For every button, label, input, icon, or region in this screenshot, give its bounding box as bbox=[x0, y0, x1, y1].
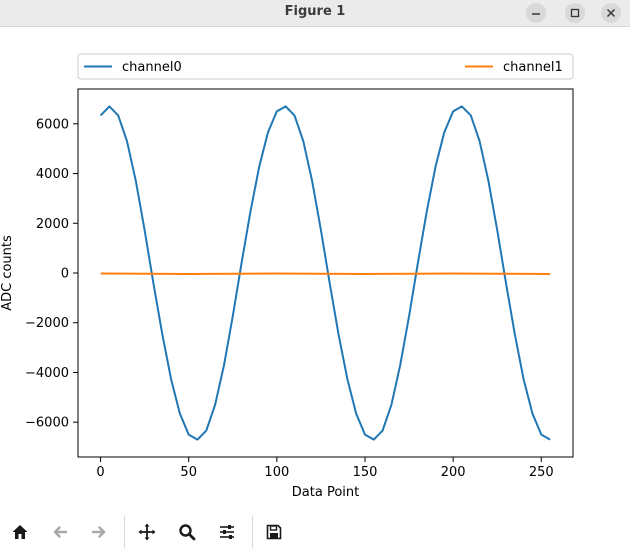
x-tick-label: 0 bbox=[96, 465, 104, 480]
legend: channel0 channel1 bbox=[77, 53, 574, 80]
window-title: Figure 1 bbox=[284, 4, 346, 19]
zoom-button[interactable] bbox=[175, 520, 199, 544]
y-tick-label: 0 bbox=[61, 267, 69, 282]
home-button[interactable] bbox=[8, 520, 32, 544]
window-titlebar: Figure 1 bbox=[0, 0, 630, 27]
forward-arrow-icon bbox=[91, 526, 106, 538]
pan-icon bbox=[138, 523, 156, 541]
y-tick-label: 4000 bbox=[36, 167, 69, 182]
legend-frame bbox=[77, 53, 574, 80]
y-tick-label: −4000 bbox=[25, 366, 69, 381]
y-axis-ticks: −6000 −4000 −2000 0 2000 4000 6000 bbox=[25, 117, 78, 431]
maximize-icon bbox=[570, 8, 580, 18]
pan-button[interactable] bbox=[135, 520, 159, 544]
y-tick-label: 6000 bbox=[36, 117, 69, 132]
plot-lines bbox=[99, 105, 551, 441]
figure-canvas[interactable]: 0 50 100 150 200 250 −6000 −4000 −2000 0 2000 4000… bbox=[0, 27, 630, 513]
x-tick-label: 200 bbox=[441, 465, 466, 480]
x-axis-label: Data Point bbox=[292, 485, 359, 500]
x-tick-label: 100 bbox=[264, 465, 289, 480]
save-button[interactable] bbox=[262, 520, 286, 544]
forward-button[interactable] bbox=[87, 520, 111, 544]
save-icon bbox=[266, 524, 282, 540]
y-axis-label: ADC counts bbox=[0, 235, 15, 311]
zoom-icon bbox=[179, 524, 196, 541]
y-tick-label: 2000 bbox=[36, 217, 69, 232]
x-tick-label: 250 bbox=[529, 465, 554, 480]
navigation-toolbar bbox=[0, 513, 630, 550]
configure-subplots-button[interactable] bbox=[215, 520, 239, 544]
back-arrow-icon bbox=[53, 526, 68, 538]
x-tick-label: 150 bbox=[353, 465, 378, 480]
toolbar-separator bbox=[252, 516, 253, 548]
series-line-channel1 bbox=[100, 272, 551, 275]
minimize-button[interactable] bbox=[526, 3, 546, 23]
minimize-icon bbox=[532, 13, 540, 15]
series-line-channel0 bbox=[99, 105, 551, 441]
back-button[interactable] bbox=[48, 520, 72, 544]
y-tick-label: −2000 bbox=[25, 316, 69, 331]
close-icon bbox=[607, 9, 615, 17]
legend-label-channel0: channel0 bbox=[122, 60, 182, 75]
close-button[interactable] bbox=[601, 3, 621, 23]
x-axis-ticks: 0 50 100 150 200 250 bbox=[96, 457, 554, 480]
y-tick-label: −6000 bbox=[25, 416, 69, 431]
home-icon bbox=[12, 525, 28, 539]
configure-subplots-icon bbox=[220, 525, 234, 539]
legend-label-channel1: channel1 bbox=[503, 60, 563, 75]
x-tick-label: 50 bbox=[180, 465, 197, 480]
maximize-button[interactable] bbox=[565, 3, 585, 23]
toolbar-separator bbox=[124, 516, 125, 548]
